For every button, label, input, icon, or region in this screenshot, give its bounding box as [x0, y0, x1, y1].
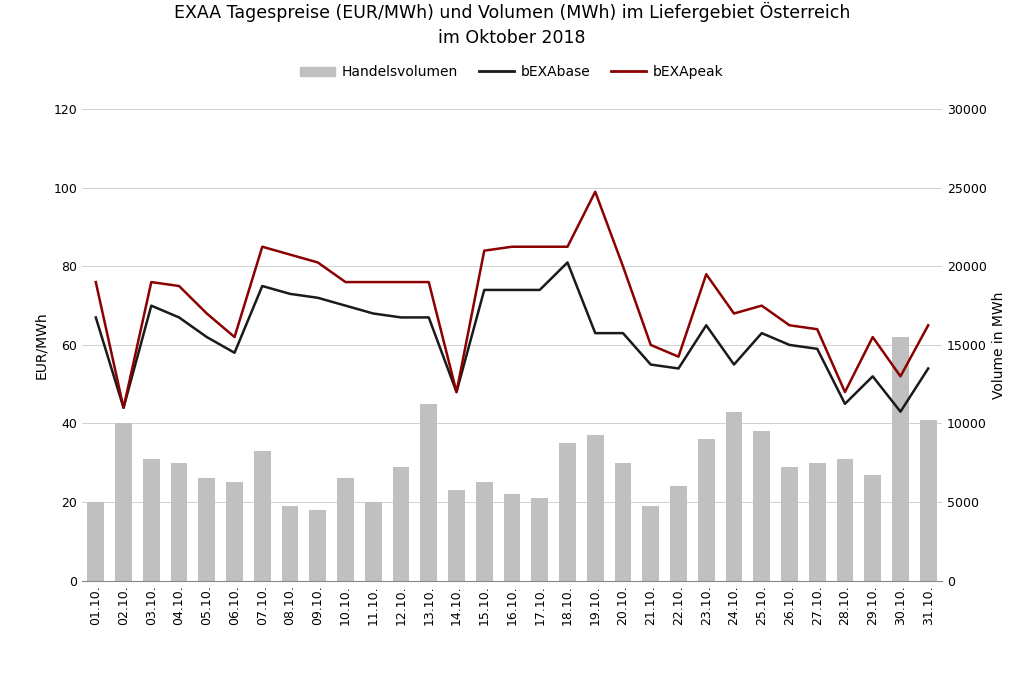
Bar: [587, 435, 603, 581]
Bar: [837, 459, 853, 581]
Title: EXAA Tagespreise (EUR/MWh) und Volumen (MWh) im Liefergebiet Österreich
im Oktob: EXAA Tagespreise (EUR/MWh) und Volumen (…: [174, 1, 850, 46]
Bar: [449, 490, 465, 581]
Bar: [781, 466, 798, 581]
Bar: [116, 423, 132, 581]
Bar: [531, 498, 548, 581]
Bar: [282, 506, 298, 581]
Bar: [670, 486, 687, 581]
Bar: [504, 494, 520, 581]
Bar: [809, 463, 825, 581]
Bar: [892, 337, 908, 581]
Y-axis label: EUR/MWh: EUR/MWh: [34, 311, 48, 379]
Bar: [476, 482, 493, 581]
Bar: [559, 443, 575, 581]
Bar: [199, 478, 215, 581]
Bar: [309, 510, 326, 581]
Bar: [421, 404, 437, 581]
Bar: [920, 419, 937, 581]
Bar: [87, 502, 104, 581]
Legend: Handelsvolumen, bEXAbase, bEXApeak: Handelsvolumen, bEXAbase, bEXApeak: [295, 59, 729, 85]
Bar: [754, 432, 770, 581]
Bar: [726, 412, 742, 581]
Bar: [254, 451, 270, 581]
Bar: [614, 463, 632, 581]
Bar: [392, 466, 410, 581]
Bar: [143, 459, 160, 581]
Bar: [864, 475, 881, 581]
Bar: [337, 478, 354, 581]
Y-axis label: Volume in MWh: Volume in MWh: [992, 291, 1007, 399]
Bar: [171, 463, 187, 581]
Bar: [698, 439, 715, 581]
Bar: [365, 502, 382, 581]
Bar: [226, 482, 243, 581]
Bar: [642, 506, 659, 581]
